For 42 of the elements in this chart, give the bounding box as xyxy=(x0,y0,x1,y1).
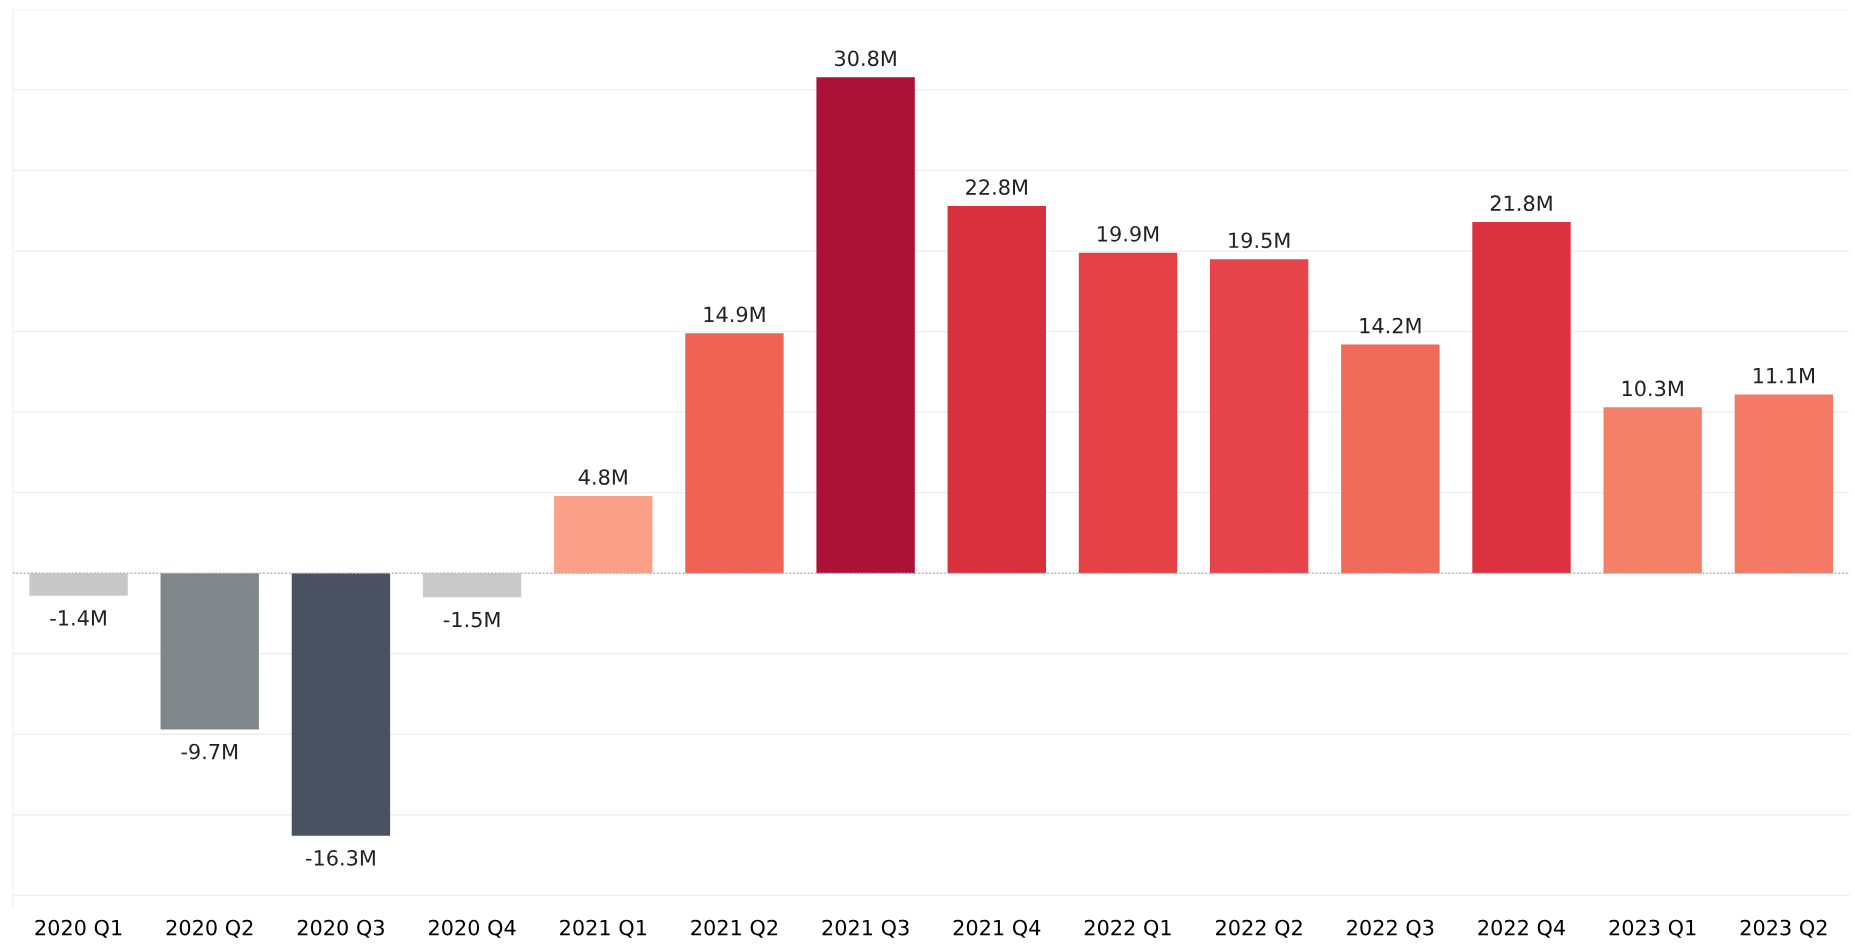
x-tick-label: 2021 Q3 xyxy=(822,919,909,938)
x-tick-label: 2022 Q3 xyxy=(1347,919,1434,938)
data-label: 19.9M xyxy=(1098,225,1159,242)
x-tick-label: 2023 Q1 xyxy=(1609,919,1696,938)
data-label: 21.8M xyxy=(1490,195,1552,212)
data-label: 19.5M xyxy=(1229,232,1290,249)
data-label: -1.5M xyxy=(443,611,500,628)
x-tick-label: 2020 Q1 xyxy=(35,919,122,938)
bar xyxy=(1341,344,1440,574)
bar xyxy=(422,573,522,598)
x-tick-label: 2020 Q2 xyxy=(166,919,253,938)
bar xyxy=(160,573,259,730)
bar xyxy=(1078,252,1178,574)
bar xyxy=(1734,394,1834,574)
data-label: 4.8M xyxy=(578,469,627,485)
x-tick-label: 2020 Q3 xyxy=(297,919,384,938)
bar xyxy=(1472,222,1571,574)
bar xyxy=(816,77,915,574)
x-tick-label: 2021 Q1 xyxy=(560,919,646,938)
x-tick-label: 2022 Q2 xyxy=(1216,919,1302,938)
data-label: 11.1M xyxy=(1753,367,1814,384)
data-label: 30.8M xyxy=(835,50,896,67)
data-label: -16.3M xyxy=(306,849,375,866)
x-tick-label: 2021 Q2 xyxy=(691,919,778,938)
bar xyxy=(685,333,784,574)
bar xyxy=(291,573,391,836)
bar xyxy=(947,206,1046,574)
x-tick-label: 2020 Q4 xyxy=(428,919,516,938)
x-tick-label: 2021 Q4 xyxy=(953,919,1041,938)
data-label: 14.9M xyxy=(704,306,765,323)
data-label: 22.8M xyxy=(966,179,1027,196)
data-label: -9.7M xyxy=(181,743,238,760)
x-tick-label: 2023 Q2 xyxy=(1740,919,1827,938)
data-label: 14.2M xyxy=(1360,317,1421,334)
data-label: -1.4M xyxy=(50,610,106,626)
data-label: 10.3M xyxy=(1622,380,1683,397)
bar xyxy=(1603,407,1702,574)
bar xyxy=(554,495,653,574)
x-tick-label: 2022 Q1 xyxy=(1084,919,1171,938)
bar xyxy=(1209,259,1309,574)
bar xyxy=(29,573,128,596)
x-tick-label: 2022 Q4 xyxy=(1478,919,1565,938)
